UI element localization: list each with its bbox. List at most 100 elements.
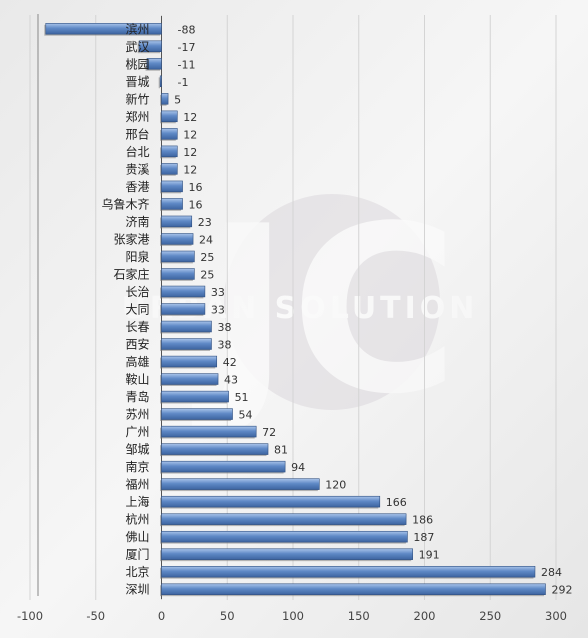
bar bbox=[161, 513, 407, 525]
watermark: JC URBAN SOLUTION bbox=[122, 178, 475, 445]
data-label: 38 bbox=[217, 339, 231, 352]
category-label: 北京 bbox=[125, 565, 149, 579]
watermark-logo-circle bbox=[224, 194, 440, 410]
data-label: 25 bbox=[200, 268, 214, 281]
bar bbox=[161, 233, 194, 245]
category-label: 济南 bbox=[125, 214, 149, 229]
bar bbox=[161, 583, 546, 595]
bar bbox=[161, 145, 178, 158]
data-label: 120 bbox=[325, 479, 346, 492]
bar bbox=[161, 548, 413, 560]
data-label: 54 bbox=[239, 409, 253, 422]
bar bbox=[161, 110, 178, 123]
bar bbox=[161, 93, 169, 105]
category-label: 苏州 bbox=[125, 408, 149, 422]
category-label: 长治 bbox=[125, 285, 149, 299]
x-tick-label: 250 bbox=[479, 609, 501, 623]
bar-shadow bbox=[158, 77, 160, 89]
data-label: 12 bbox=[183, 146, 197, 159]
data-label: 81 bbox=[274, 444, 288, 457]
data-label: 186 bbox=[412, 514, 433, 527]
category-label: 佛山 bbox=[125, 530, 149, 544]
category-label: 长春 bbox=[125, 320, 149, 334]
bar bbox=[161, 425, 257, 438]
bar bbox=[161, 250, 195, 263]
category-label: 福州 bbox=[125, 477, 149, 492]
category-label: 武汉 bbox=[125, 40, 149, 54]
data-label: -88 bbox=[178, 23, 196, 36]
category-label: 石家庄 bbox=[113, 266, 149, 281]
data-label: 33 bbox=[211, 286, 225, 299]
bar bbox=[161, 390, 229, 403]
category-label: 上海 bbox=[125, 494, 149, 509]
bar bbox=[161, 460, 286, 473]
data-label: 16 bbox=[189, 198, 203, 211]
data-label: -17 bbox=[178, 41, 196, 54]
data-label: 23 bbox=[198, 216, 212, 229]
category-label: 深圳 bbox=[125, 583, 149, 597]
bar bbox=[161, 408, 233, 420]
category-label: 桃园 bbox=[125, 56, 149, 71]
data-label: 94 bbox=[291, 461, 305, 474]
data-label: 191 bbox=[419, 549, 440, 562]
bar bbox=[161, 565, 536, 578]
data-label: 187 bbox=[413, 531, 434, 544]
data-label: 38 bbox=[217, 321, 231, 334]
watermark-logo-letters: JC bbox=[192, 178, 459, 445]
x-tick-label: 0 bbox=[158, 609, 165, 623]
bar bbox=[161, 373, 219, 385]
bar bbox=[161, 268, 195, 280]
bar bbox=[161, 355, 218, 368]
category-label: 新竹 bbox=[125, 91, 149, 106]
category-label: 滨州 bbox=[125, 21, 149, 36]
data-label: -1 bbox=[178, 76, 189, 89]
labels-layer: 滨州 -88 武汉 -17 桃园 -11 晋城 -1 新竹 5 郑州 12 邢台 12 台北 12 贵溪 12 香港… bbox=[101, 21, 572, 596]
data-label: 12 bbox=[183, 163, 197, 176]
data-label: 33 bbox=[211, 304, 225, 317]
bar bbox=[161, 163, 178, 175]
data-label: 24 bbox=[199, 233, 213, 246]
data-label: 5 bbox=[174, 93, 181, 106]
category-label: 郑州 bbox=[125, 109, 149, 124]
data-label: 51 bbox=[235, 391, 249, 404]
bar bbox=[161, 320, 212, 333]
bars-layer bbox=[44, 23, 546, 597]
category-label: 邹城 bbox=[125, 443, 149, 457]
bar bbox=[161, 495, 381, 508]
data-label: 12 bbox=[183, 128, 197, 141]
x-tick-labels: -100 -50 0 50 100 150 200 250 300 bbox=[17, 609, 567, 623]
category-label: 南京 bbox=[125, 459, 149, 474]
bar bbox=[161, 180, 183, 193]
category-label: 香港 bbox=[125, 180, 149, 194]
category-label: 贵溪 bbox=[125, 162, 149, 176]
data-label: -11 bbox=[178, 58, 196, 71]
data-label: 25 bbox=[200, 251, 214, 264]
bar bbox=[161, 478, 320, 490]
category-label: 厦门 bbox=[125, 547, 149, 562]
category-label: 鞍山 bbox=[125, 372, 149, 387]
category-label: 台北 bbox=[125, 144, 149, 159]
data-label: 292 bbox=[551, 584, 572, 597]
category-label: 邢台 bbox=[125, 126, 149, 141]
category-label: 青岛 bbox=[125, 389, 149, 404]
data-label: 12 bbox=[183, 111, 197, 124]
bar bbox=[161, 285, 206, 298]
bar bbox=[159, 75, 162, 88]
category-label: 乌鲁木齐 bbox=[101, 196, 149, 211]
category-label: 高雄 bbox=[125, 354, 149, 369]
bar bbox=[161, 128, 178, 140]
x-tick-label: 200 bbox=[414, 609, 436, 623]
bar bbox=[161, 443, 269, 455]
x-tick-label: 150 bbox=[348, 609, 370, 623]
x-tick-label: -50 bbox=[86, 609, 105, 623]
x-tick-label: 50 bbox=[220, 609, 235, 623]
bar bbox=[161, 338, 212, 350]
category-label: 阳泉 bbox=[125, 250, 149, 264]
data-label: 166 bbox=[386, 496, 407, 509]
x-tick-label: 300 bbox=[545, 609, 567, 623]
category-label: 西安 bbox=[125, 337, 149, 352]
category-label: 杭州 bbox=[125, 512, 149, 527]
bar bbox=[161, 215, 193, 228]
x-tick-label: -100 bbox=[17, 609, 43, 623]
